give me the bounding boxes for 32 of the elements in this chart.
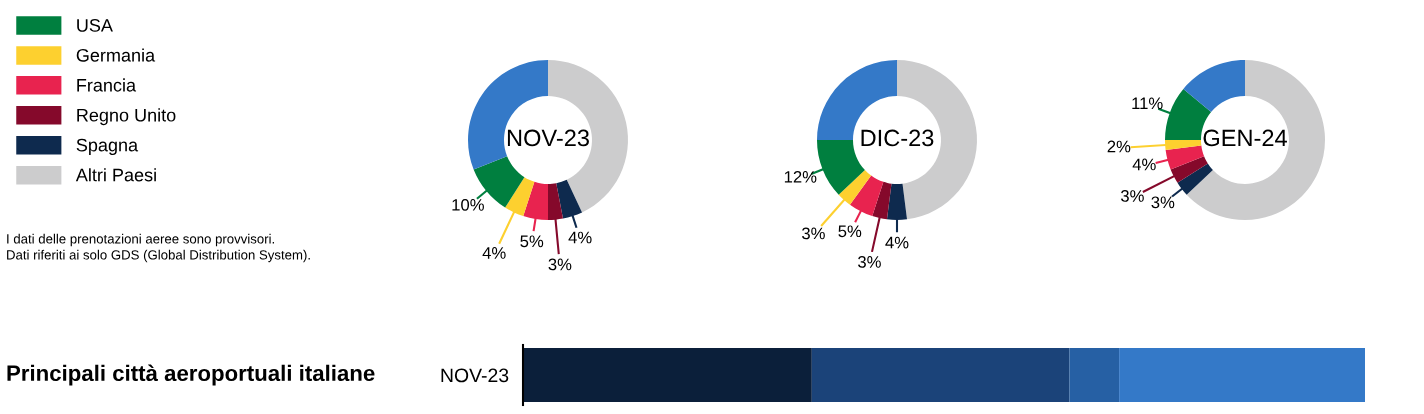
text: NOV-23 [507,129,589,147]
data-label: 12% [784,170,817,183]
data-label: 4% [885,236,909,249]
data-label: 3% [548,258,572,271]
text: GEN-24 [1203,129,1287,147]
data-label: 11% [1132,97,1163,110]
donut-slice [1183,60,1245,112]
bar [1119,348,1365,402]
legend-label: USA [77,18,113,32]
text: Principali città aeroportuali italiane [7,364,375,386]
data-label: 2% [1107,140,1131,153]
data-label: 3% [802,227,825,240]
bar [1069,348,1120,402]
data-label: 10% [452,198,484,211]
data-label: 4% [568,231,592,244]
bar [811,348,1070,402]
legend-label: Altri Paesi [75,168,156,182]
text: DIC-23 [861,129,934,147]
data-label: 4% [482,247,506,259]
text: I dati delle prenotazioni aeree sono provvisori. [7,233,274,247]
data-label: 5% [520,235,544,248]
legend-label: Germania [76,48,156,62]
legend-label: Francia [77,78,137,92]
data-label: 4% [1132,158,1156,171]
data-label: 3% [1151,196,1175,209]
data-label: 3% [1120,190,1144,202]
text: Dati riferiti ai solo GDS (Global Distribution System). [7,249,310,263]
data-label: 5% [838,225,862,238]
data-label: 3% [858,256,881,268]
legend-label: Spagna [76,138,139,156]
legend-label: Regno Unito [77,108,176,126]
donut-slice [1186,60,1325,220]
